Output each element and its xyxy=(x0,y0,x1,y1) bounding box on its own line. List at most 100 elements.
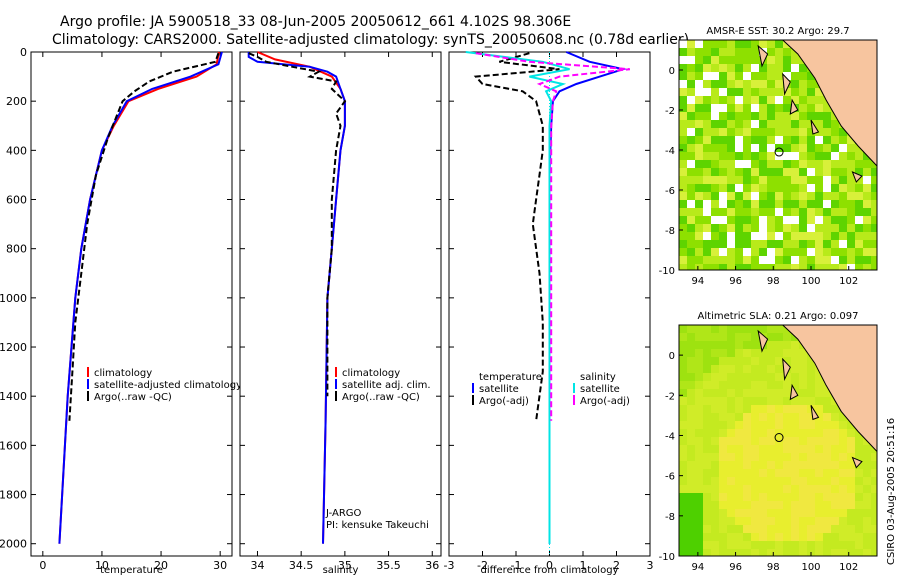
field-cell xyxy=(807,216,815,224)
field-cell xyxy=(735,208,743,216)
x-axis-label: temperature xyxy=(100,565,163,576)
field-cell xyxy=(735,341,743,349)
field-cell xyxy=(775,104,783,112)
y-tick-label: 1600 xyxy=(0,439,27,452)
field-cell xyxy=(719,325,727,333)
field-cell xyxy=(831,517,839,525)
field-cell xyxy=(743,445,751,453)
field-cell xyxy=(783,509,791,517)
field-cell xyxy=(703,200,711,208)
field-cell xyxy=(735,493,743,501)
field-cell xyxy=(711,405,719,413)
field-cell xyxy=(775,128,783,136)
field-cell xyxy=(823,144,831,152)
field-cell xyxy=(743,192,751,200)
field-cell xyxy=(807,72,815,80)
island xyxy=(810,405,820,421)
field-cell xyxy=(743,80,751,88)
field-cell xyxy=(831,525,839,533)
field-cell xyxy=(719,405,727,413)
field-cell xyxy=(695,88,703,96)
y-tick-label: -6 xyxy=(665,186,675,197)
field-cell xyxy=(815,104,823,112)
field-cell xyxy=(711,216,719,224)
field-cell xyxy=(807,413,815,421)
field-cell xyxy=(791,493,799,501)
field-cell xyxy=(831,192,839,200)
field-cell xyxy=(839,485,847,493)
field-cell xyxy=(823,256,831,264)
field-cell xyxy=(695,485,703,493)
map-frame xyxy=(678,324,878,557)
field-cell xyxy=(679,357,687,365)
field-cell xyxy=(679,389,687,397)
field-cell xyxy=(823,264,831,270)
field-cell xyxy=(735,357,743,365)
field-cell xyxy=(863,256,871,264)
x-tick-label: 100 xyxy=(801,562,820,573)
field-cell xyxy=(783,549,791,556)
field-cell xyxy=(847,541,855,549)
field-cell xyxy=(783,64,791,72)
field-cell xyxy=(775,453,783,461)
field-cell xyxy=(703,112,711,120)
field-cell xyxy=(863,200,871,208)
field-cell xyxy=(711,357,719,365)
field-cell xyxy=(759,509,767,517)
field-cell xyxy=(823,208,831,216)
field-cell xyxy=(735,477,743,485)
field-cell xyxy=(735,453,743,461)
field-cell xyxy=(847,264,855,270)
field-cell xyxy=(839,533,847,541)
field-cell xyxy=(807,80,815,88)
field-cell xyxy=(727,64,735,72)
x-tick-label: 102 xyxy=(839,276,858,287)
field-cell xyxy=(743,72,751,80)
x-tick-label: 20 xyxy=(154,559,168,572)
legend-label: climatology xyxy=(94,368,152,379)
field-cell xyxy=(695,120,703,128)
field-cell xyxy=(791,256,799,264)
field-cell xyxy=(775,192,783,200)
field-cell xyxy=(855,200,863,208)
field-cell xyxy=(687,152,695,160)
field-cell xyxy=(775,264,783,270)
field-cell xyxy=(727,48,735,56)
field-cell xyxy=(775,501,783,509)
field-cell xyxy=(687,477,695,485)
field-cell xyxy=(815,413,823,421)
field-cell xyxy=(791,397,799,405)
field-cell xyxy=(735,389,743,397)
field-cell xyxy=(791,429,799,437)
field-cell xyxy=(855,485,863,493)
field-cell xyxy=(871,501,877,509)
field-cell xyxy=(799,493,807,501)
field-cell xyxy=(687,485,695,493)
field-cell xyxy=(687,453,695,461)
field-cell xyxy=(871,264,877,270)
field-cell xyxy=(815,152,823,160)
field-cell xyxy=(719,493,727,501)
field-cell xyxy=(807,381,815,389)
field-cell xyxy=(759,469,767,477)
field-cell xyxy=(711,208,719,216)
field-cell xyxy=(823,397,831,405)
field-cell xyxy=(783,421,791,429)
field-cell xyxy=(767,405,775,413)
field-cell xyxy=(799,397,807,405)
field-cell xyxy=(791,96,799,104)
field-cell xyxy=(679,493,687,501)
field-cell xyxy=(831,541,839,549)
legend-label: Argo(-adj) xyxy=(479,396,529,407)
field-cell xyxy=(743,525,751,533)
field-cell xyxy=(759,445,767,453)
field-cell xyxy=(687,405,695,413)
field-cell xyxy=(727,357,735,365)
field-cell xyxy=(695,325,703,333)
field-cell xyxy=(727,461,735,469)
field-cell xyxy=(791,232,799,240)
field-cell xyxy=(695,509,703,517)
field-cell xyxy=(767,80,775,88)
field-cell xyxy=(815,168,823,176)
y-tick-label: 0 xyxy=(669,351,675,362)
